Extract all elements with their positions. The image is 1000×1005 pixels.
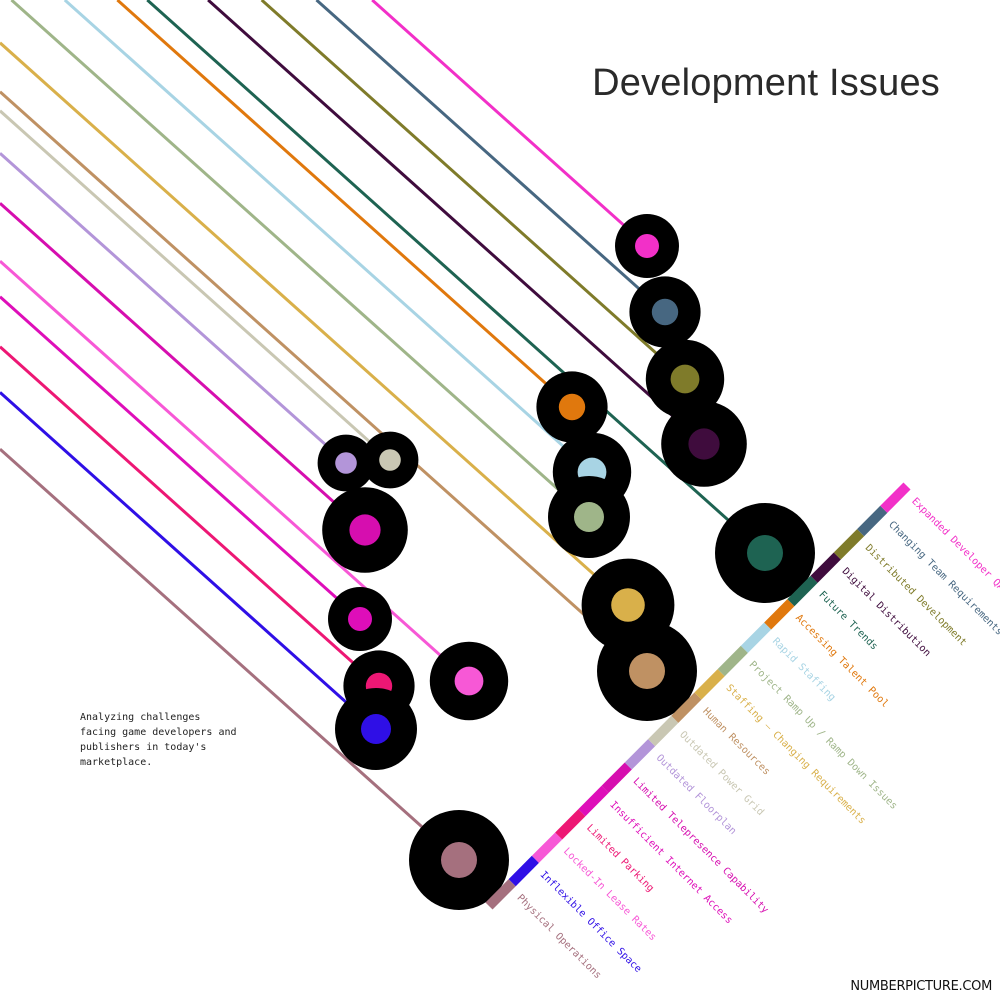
legend-strip bbox=[485, 482, 911, 910]
series-line bbox=[0, 202, 367, 532]
bubble-dot bbox=[635, 234, 659, 258]
series-lines bbox=[0, 0, 767, 862]
legend-segment bbox=[833, 529, 865, 560]
bubble-dot bbox=[747, 535, 783, 571]
legend-segment bbox=[787, 575, 818, 607]
bubble-dot bbox=[629, 653, 665, 689]
legend-label: Digital Distribution bbox=[840, 566, 933, 659]
legend-segment bbox=[694, 669, 725, 700]
legend-segment bbox=[717, 645, 748, 677]
legend-label: Outdated Power Grid bbox=[677, 729, 766, 818]
legend-segment bbox=[508, 855, 539, 887]
legend-segment bbox=[810, 552, 841, 583]
series-line bbox=[0, 152, 348, 465]
series-line bbox=[0, 345, 381, 688]
bubble-dot bbox=[558, 393, 586, 421]
series-line bbox=[116, 0, 574, 409]
bubble-dot bbox=[454, 666, 484, 696]
legend-label: Outdated Floorplan bbox=[654, 753, 738, 837]
legend-segment bbox=[764, 599, 795, 630]
legend-segment bbox=[485, 879, 516, 910]
bubble-dot bbox=[670, 364, 700, 394]
bubble-dot bbox=[574, 502, 604, 532]
credit-text: NUMBERPICTURE.COM bbox=[850, 979, 992, 994]
series-bubbles bbox=[317, 214, 815, 910]
bubble-dot bbox=[348, 607, 372, 631]
series-line bbox=[260, 0, 687, 381]
legend-segment bbox=[601, 762, 632, 793]
series-line bbox=[0, 295, 362, 621]
series-line bbox=[207, 0, 706, 446]
legend-segment bbox=[671, 692, 702, 723]
series-line bbox=[0, 41, 630, 607]
bubble-dot bbox=[651, 298, 679, 326]
series-line bbox=[0, 391, 378, 731]
chart-title: Development Issues bbox=[592, 62, 940, 104]
bubble-dot bbox=[361, 714, 391, 744]
legend-segment bbox=[531, 832, 563, 863]
series-line bbox=[10, 0, 591, 519]
legend-label: Expanded Developer QA bbox=[909, 496, 1000, 593]
series-line bbox=[315, 0, 667, 314]
bubble-dot bbox=[335, 452, 357, 474]
series-line bbox=[371, 0, 649, 248]
legend-segment bbox=[555, 809, 586, 840]
bubble-dot bbox=[379, 449, 401, 471]
legend-segment bbox=[880, 482, 911, 513]
series-line bbox=[63, 0, 594, 474]
bubble-dot bbox=[441, 842, 477, 878]
legend-segment bbox=[624, 739, 656, 770]
bubble-dot bbox=[611, 588, 645, 622]
legend-segment bbox=[740, 622, 772, 653]
chart-subtitle: Analyzing challenges facing game develop… bbox=[80, 712, 237, 768]
legend-segment bbox=[648, 715, 679, 747]
series-line bbox=[146, 0, 767, 555]
bubble-dot bbox=[688, 428, 720, 460]
legend-label: Accessing Talent Pool bbox=[793, 613, 890, 710]
series-line bbox=[0, 90, 649, 673]
legend-label: Distributed Development bbox=[863, 543, 969, 649]
bubble-dot bbox=[349, 514, 381, 546]
legend-segment bbox=[857, 505, 888, 537]
legend-label: Physical Operations bbox=[514, 893, 603, 982]
legend-label: Locked-In Lease Rates bbox=[561, 846, 658, 943]
legend-label: Inflexible Office Space bbox=[538, 869, 644, 975]
series-line bbox=[0, 109, 392, 462]
legend-segment bbox=[578, 785, 609, 817]
series-line bbox=[0, 447, 461, 862]
